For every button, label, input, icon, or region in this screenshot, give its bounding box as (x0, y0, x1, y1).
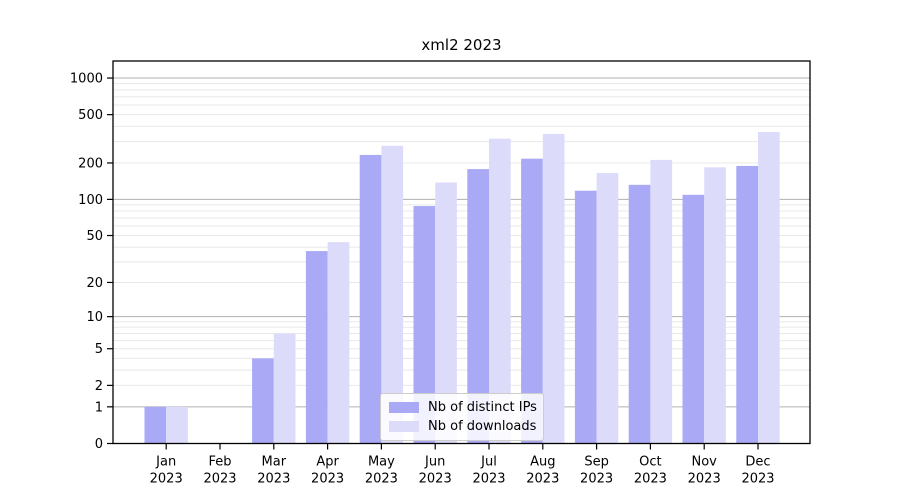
x-tick-label-month: Nov (692, 455, 718, 470)
x-tick-label-month: May (368, 455, 395, 470)
bar-distinct-ips-may (359, 154, 382, 444)
bar-downloads-jul (489, 138, 511, 444)
bar-downloads-jan (166, 406, 188, 444)
legend-swatch-distinct-ips-icon (389, 402, 419, 413)
bar-downloads-apr (327, 242, 350, 444)
bar-distinct-ips-jan (144, 406, 167, 444)
x-tick-label-year: 2023 (311, 472, 344, 487)
y-tick-label: 100 (78, 193, 103, 208)
x-tick-label-year: 2023 (257, 472, 290, 487)
x-tick-label-year: 2023 (203, 472, 236, 487)
x-tick-label-month: Dec (745, 455, 770, 470)
bar-downloads-dec (758, 131, 780, 444)
x-tick-label-month: Sep (584, 455, 609, 470)
bar-downloads-mar (273, 333, 296, 444)
x-tick-label-year: 2023 (526, 472, 559, 487)
y-tick-label: 500 (78, 108, 103, 123)
bar-distinct-ips-mar (252, 358, 274, 444)
bar-distinct-ips-apr (305, 251, 328, 444)
y-tick-label: 200 (78, 156, 103, 171)
plot-border (112, 60, 811, 445)
x-tick-label-month: Mar (262, 455, 287, 470)
x-tick-label-month: Aug (530, 455, 555, 470)
y-tick-label: 0 (95, 437, 103, 452)
legend-swatch-downloads-icon (389, 421, 419, 432)
x-tick-label-month: Jul (480, 455, 497, 470)
x-tick-label-year: 2023 (688, 472, 721, 487)
y-tick-label: 1000 (70, 72, 103, 87)
legend-label-downloads: Nb of downloads (428, 419, 537, 434)
x-tick-label-year: 2023 (150, 472, 183, 487)
legend-item-distinct-ips: Nb of distinct IPs (389, 400, 537, 415)
y-tick-label: 2 (95, 379, 103, 394)
bar-distinct-ips-oct (628, 184, 651, 444)
y-tick-label: 1 (95, 400, 103, 415)
chart-title: xml2 2023 (421, 36, 502, 54)
bar-downloads-aug (542, 133, 565, 444)
x-tick-label-month: Apr (316, 455, 339, 470)
bar-downloads-nov (704, 167, 726, 444)
legend: Nb of distinct IPs Nb of downloads (380, 393, 544, 441)
bar-distinct-ips-jun (413, 206, 436, 444)
legend-item-downloads: Nb of downloads (389, 419, 537, 434)
x-tick-label-month: Jun (424, 455, 445, 470)
x-tick-label-year: 2023 (741, 472, 774, 487)
legend-label-distinct-ips: Nb of distinct IPs (428, 400, 537, 415)
bar-distinct-ips-aug (521, 158, 543, 444)
x-tick-label-month: Feb (208, 455, 231, 470)
x-tick-label-year: 2023 (580, 472, 613, 487)
bar-downloads-sep (596, 173, 619, 444)
y-tick-label: 20 (86, 276, 103, 291)
x-tick-label-year: 2023 (365, 472, 398, 487)
y-tick-label: 10 (86, 310, 103, 325)
bar-downloads-oct (650, 159, 673, 444)
bar-distinct-ips-dec (736, 165, 758, 444)
bar-distinct-ips-jul (467, 169, 489, 444)
bar-distinct-ips-nov (682, 194, 705, 444)
x-tick-label-year: 2023 (634, 472, 667, 487)
y-tick-label: 5 (95, 342, 103, 357)
y-tick-label: 50 (86, 229, 103, 244)
bar-distinct-ips-sep (574, 190, 597, 444)
bar-downloads-jun (435, 182, 457, 444)
x-tick-label-year: 2023 (472, 472, 505, 487)
bar-downloads-may (381, 145, 404, 444)
x-tick-label-month: Jan (155, 455, 176, 470)
x-tick-label-month: Oct (639, 455, 661, 470)
x-tick-label-year: 2023 (419, 472, 452, 487)
